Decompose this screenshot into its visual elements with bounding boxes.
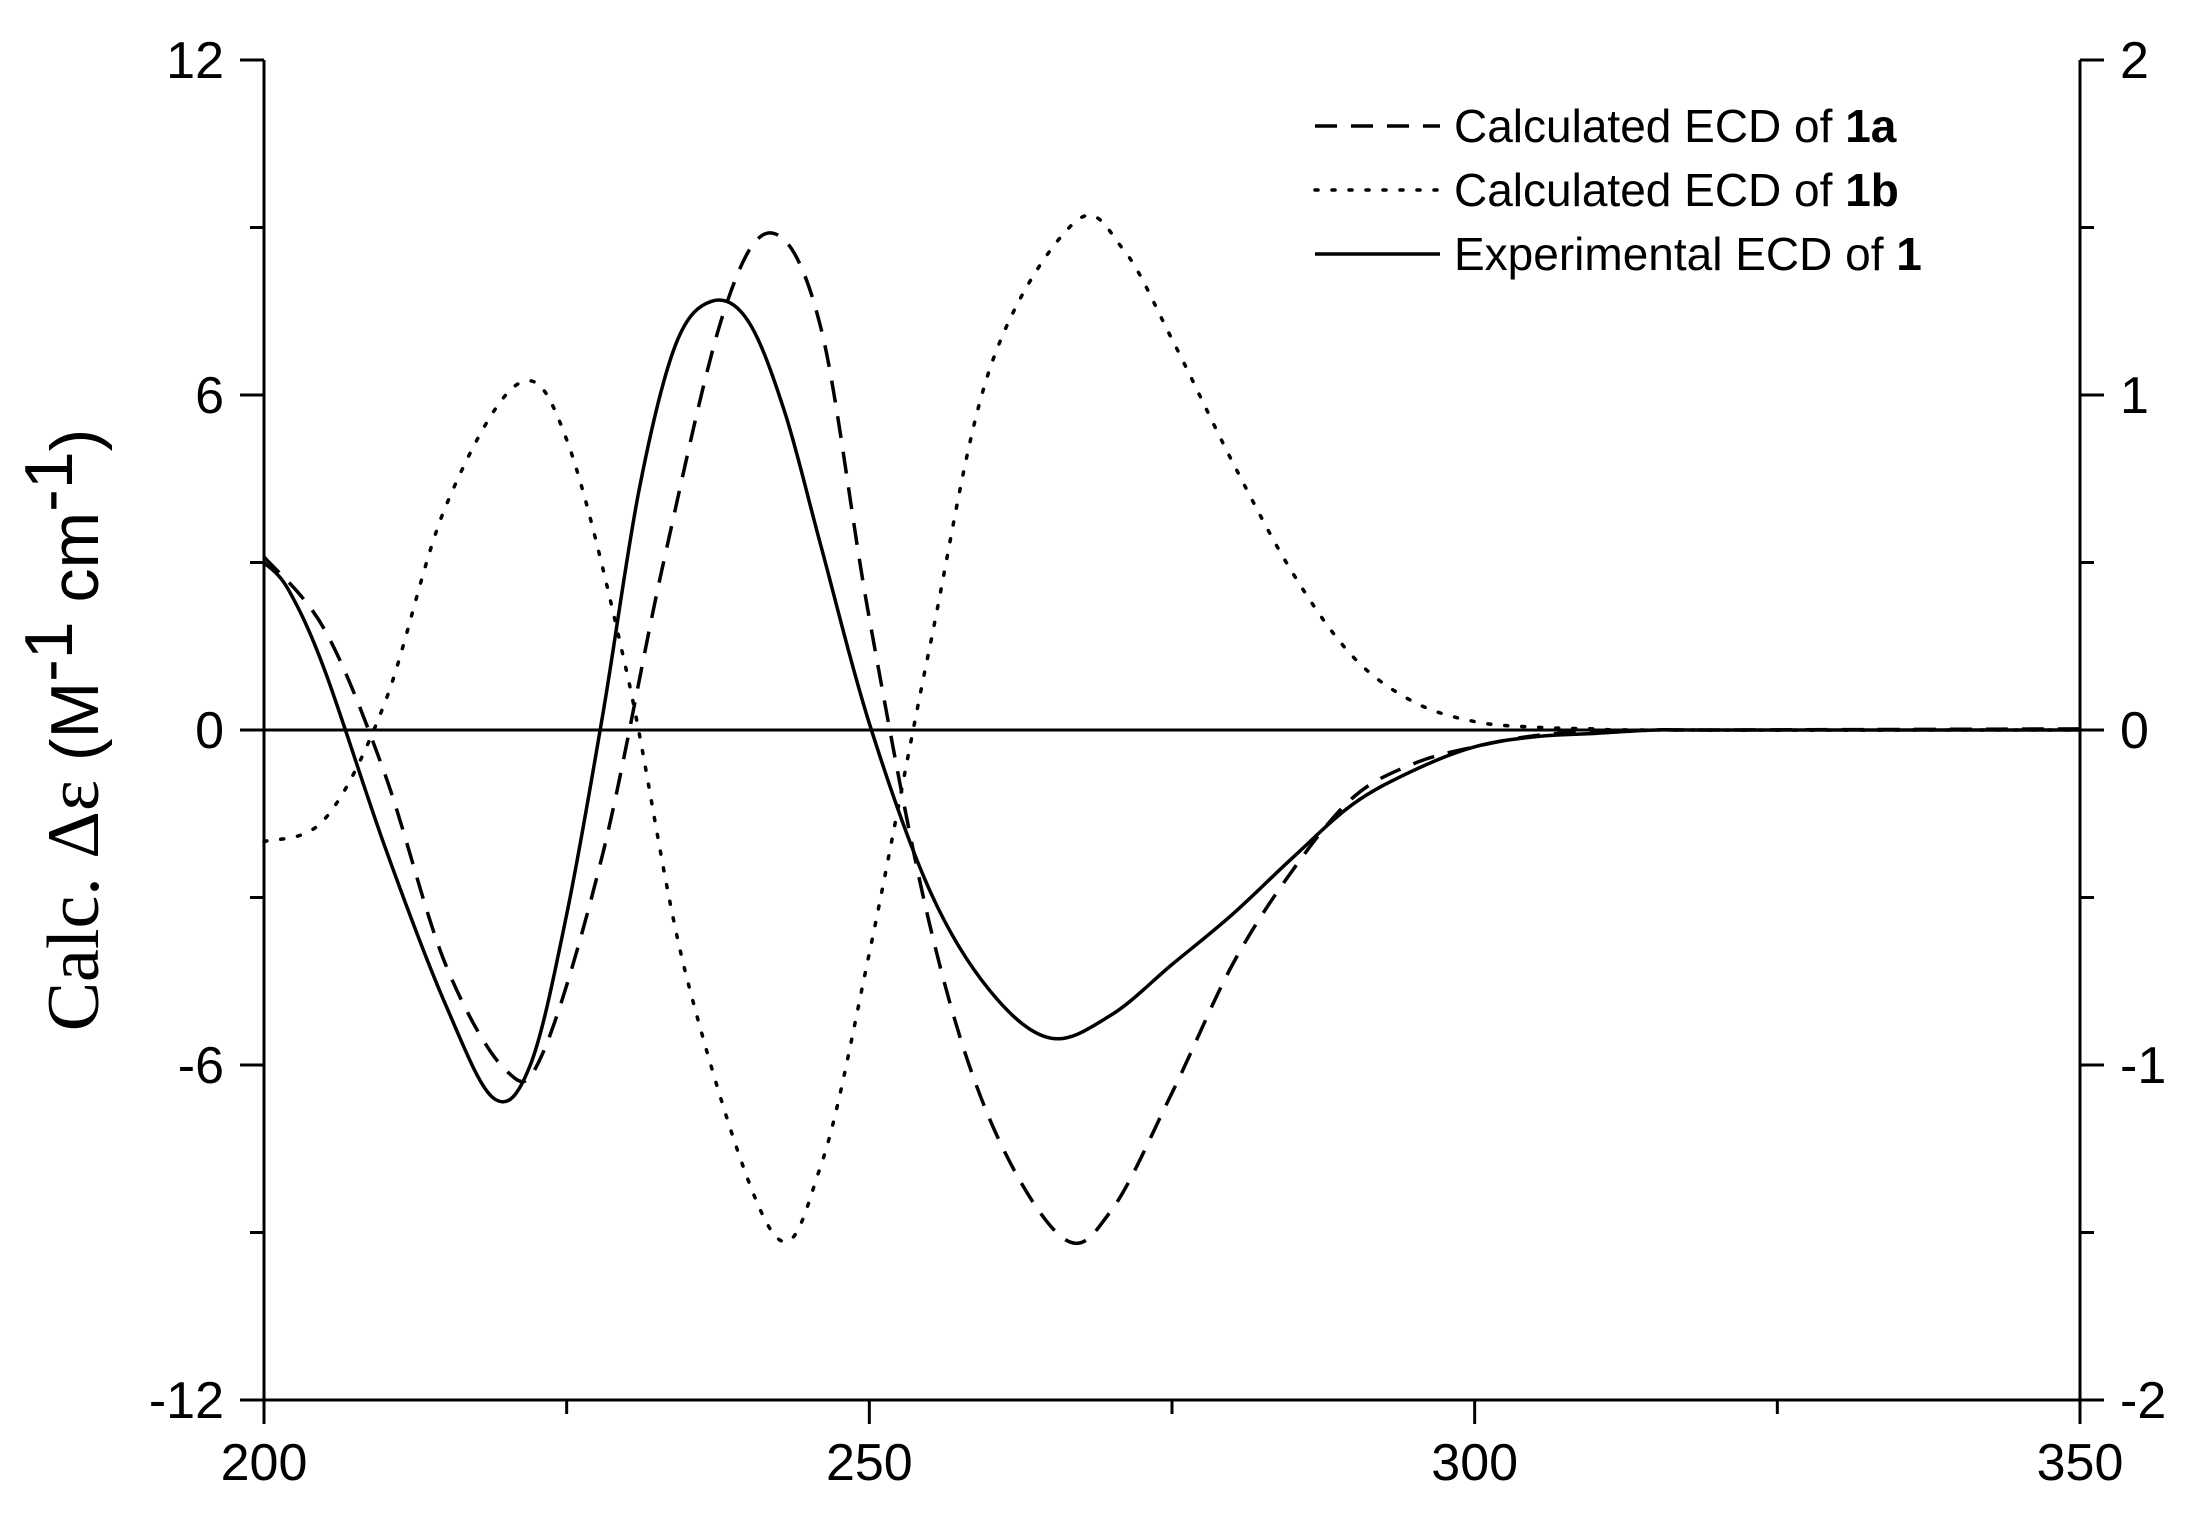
- series-line-1a: [262, 231, 2081, 1246]
- legend: Calculated ECD of 1a Calculated ECD of 1…: [1313, 100, 1922, 280]
- y-left-tick-label: -6: [178, 1037, 224, 1095]
- series-line-1: [262, 298, 2080, 1104]
- legend-label-1: Experimental ECD of 1: [1454, 228, 1922, 280]
- x-tick-label: 350: [2037, 1434, 2124, 1492]
- series-lines: [262, 213, 2082, 1246]
- y-right-tick-label: -2: [2120, 1372, 2166, 1430]
- y-right-tick-label: -1: [2120, 1037, 2166, 1095]
- legend-label-1a: Calculated ECD of 1a: [1454, 100, 1897, 152]
- legend-entry-1: Experimental ECD of 1: [1315, 228, 1922, 280]
- y-axis-label: Calc. Δε (M-1 cm-1): [11, 429, 115, 1032]
- y-left-tick-label: 6: [195, 367, 224, 425]
- y-axis-label-unit-open: (M: [37, 682, 113, 780]
- x-tick-label: 300: [1431, 1434, 1518, 1492]
- y-axis-label-unit-close: ): [37, 429, 113, 452]
- axis-ticks: [240, 58, 2104, 1424]
- series-line-1b: [262, 213, 2082, 1244]
- x-tick-label: 250: [826, 1434, 913, 1492]
- y-left-tick-label: -12: [149, 1372, 224, 1430]
- y-axis-label-sup1: -1: [11, 621, 87, 681]
- y-axis-label-sup2: -1: [11, 451, 87, 511]
- y-left-tick-label: 12: [166, 32, 224, 90]
- legend-entry-1a: Calculated ECD of 1a: [1315, 100, 1897, 152]
- x-tick-label: 200: [221, 1434, 308, 1492]
- y-right-tick-label: 1: [2120, 367, 2149, 425]
- y-axis-label-main: Calc. Δε: [33, 780, 115, 1031]
- y-left-tick-label: 0: [195, 702, 224, 760]
- legend-entry-1b: Calculated ECD of 1b: [1313, 164, 1899, 216]
- y-right-tick-label: 0: [2120, 702, 2149, 760]
- legend-label-1b: Calculated ECD of 1b: [1454, 164, 1899, 216]
- y-axis-label-unit-mid: cm: [37, 512, 113, 622]
- y-right-tick-label: 2: [2120, 32, 2149, 90]
